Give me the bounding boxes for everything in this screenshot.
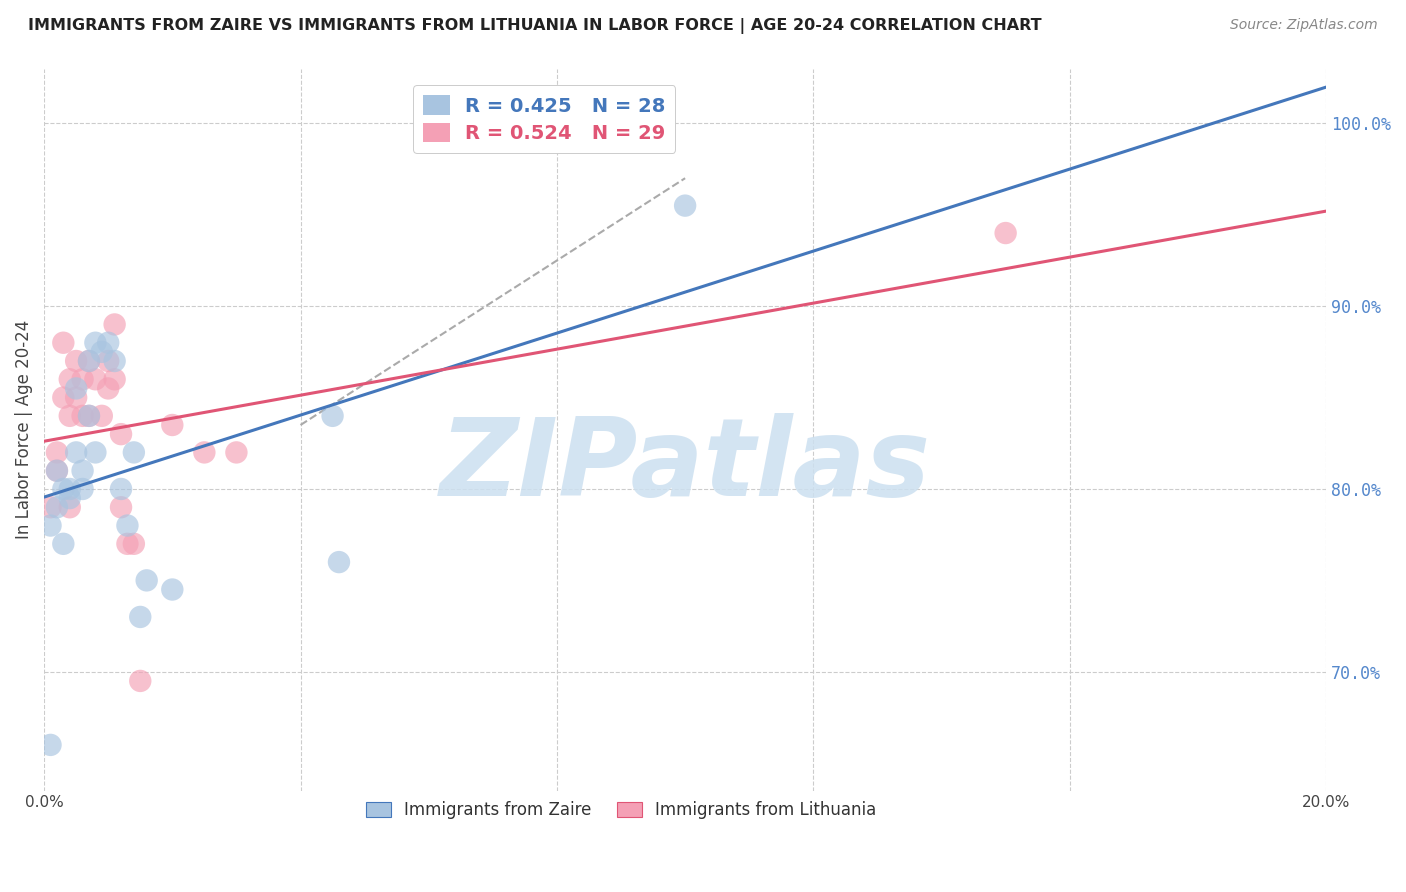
Legend: Immigrants from Zaire, Immigrants from Lithuania: Immigrants from Zaire, Immigrants from L… bbox=[359, 794, 883, 826]
Point bbox=[322, 409, 344, 423]
Point bbox=[45, 464, 67, 478]
Point bbox=[122, 445, 145, 459]
Point bbox=[72, 482, 94, 496]
Point bbox=[65, 391, 87, 405]
Point bbox=[59, 491, 82, 505]
Point bbox=[110, 500, 132, 515]
Point bbox=[72, 409, 94, 423]
Point bbox=[90, 409, 112, 423]
Point bbox=[129, 610, 152, 624]
Point bbox=[65, 381, 87, 395]
Text: Source: ZipAtlas.com: Source: ZipAtlas.com bbox=[1230, 18, 1378, 32]
Point bbox=[225, 445, 247, 459]
Point bbox=[193, 445, 215, 459]
Point bbox=[994, 226, 1017, 240]
Point bbox=[39, 500, 62, 515]
Point bbox=[39, 518, 62, 533]
Point bbox=[39, 738, 62, 752]
Point bbox=[97, 335, 120, 350]
Point bbox=[110, 427, 132, 442]
Point bbox=[52, 391, 75, 405]
Point bbox=[59, 482, 82, 496]
Text: ZIPatlas: ZIPatlas bbox=[440, 413, 931, 518]
Point bbox=[90, 344, 112, 359]
Point bbox=[77, 354, 100, 368]
Point bbox=[97, 381, 120, 395]
Point bbox=[122, 537, 145, 551]
Text: IMMIGRANTS FROM ZAIRE VS IMMIGRANTS FROM LITHUANIA IN LABOR FORCE | AGE 20-24 CO: IMMIGRANTS FROM ZAIRE VS IMMIGRANTS FROM… bbox=[28, 18, 1042, 34]
Point bbox=[84, 372, 107, 386]
Point bbox=[52, 335, 75, 350]
Point bbox=[135, 574, 157, 588]
Point bbox=[84, 335, 107, 350]
Point bbox=[104, 318, 127, 332]
Point bbox=[77, 409, 100, 423]
Point bbox=[328, 555, 350, 569]
Point bbox=[72, 372, 94, 386]
Point bbox=[162, 417, 184, 432]
Point bbox=[77, 354, 100, 368]
Point bbox=[59, 500, 82, 515]
Point bbox=[65, 445, 87, 459]
Point bbox=[84, 445, 107, 459]
Point bbox=[45, 464, 67, 478]
Point bbox=[65, 354, 87, 368]
Point bbox=[45, 500, 67, 515]
Point bbox=[104, 372, 127, 386]
Point bbox=[129, 673, 152, 688]
Point bbox=[45, 445, 67, 459]
Point bbox=[52, 537, 75, 551]
Point bbox=[77, 409, 100, 423]
Point bbox=[117, 518, 139, 533]
Point bbox=[110, 482, 132, 496]
Point bbox=[52, 482, 75, 496]
Point bbox=[162, 582, 184, 597]
Point bbox=[97, 354, 120, 368]
Point bbox=[59, 372, 82, 386]
Point bbox=[673, 199, 696, 213]
Point bbox=[104, 354, 127, 368]
Point bbox=[117, 537, 139, 551]
Point bbox=[72, 464, 94, 478]
Y-axis label: In Labor Force | Age 20-24: In Labor Force | Age 20-24 bbox=[15, 320, 32, 539]
Point bbox=[59, 409, 82, 423]
